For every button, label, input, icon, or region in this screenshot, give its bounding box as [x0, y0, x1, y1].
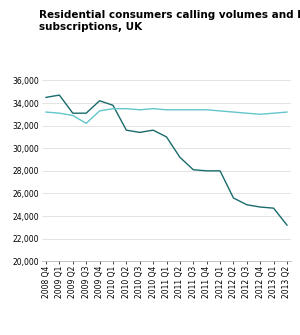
Call voluimes (millions of minutes) — [165, 135, 168, 139]
Call voluimes (millions of minutes) — [138, 130, 142, 134]
landlines (thousands) — [44, 110, 48, 114]
Call voluimes (millions of minutes) — [111, 103, 115, 107]
landlines (thousands) — [218, 109, 222, 113]
Call voluimes (millions of minutes) — [272, 206, 275, 210]
Line: Call voluimes (millions of minutes): Call voluimes (millions of minutes) — [46, 95, 287, 225]
landlines (thousands) — [191, 108, 195, 112]
landlines (thousands) — [124, 107, 128, 111]
landlines (thousands) — [205, 108, 208, 112]
Call voluimes (millions of minutes) — [232, 196, 235, 200]
Call voluimes (millions of minutes) — [84, 111, 88, 115]
Call voluimes (millions of minutes) — [124, 128, 128, 132]
Call voluimes (millions of minutes) — [98, 99, 101, 103]
Call voluimes (millions of minutes) — [151, 128, 155, 132]
landlines (thousands) — [258, 112, 262, 116]
Call voluimes (millions of minutes) — [258, 205, 262, 209]
Call voluimes (millions of minutes) — [245, 203, 249, 207]
landlines (thousands) — [58, 111, 61, 115]
landlines (thousands) — [138, 108, 142, 112]
landlines (thousands) — [178, 108, 182, 112]
Call voluimes (millions of minutes) — [218, 169, 222, 173]
landlines (thousands) — [84, 121, 88, 125]
landlines (thousands) — [232, 110, 235, 114]
landlines (thousands) — [165, 108, 168, 112]
landlines (thousands) — [98, 109, 101, 113]
landlines (thousands) — [111, 107, 115, 111]
landlines (thousands) — [285, 110, 289, 114]
Call voluimes (millions of minutes) — [191, 168, 195, 172]
Call voluimes (millions of minutes) — [58, 93, 61, 97]
Call voluimes (millions of minutes) — [285, 223, 289, 227]
Text: Residential consumers calling volumes and landline
subscriptions, UK: Residential consumers calling volumes an… — [39, 10, 300, 32]
landlines (thousands) — [151, 107, 155, 111]
Line: landlines (thousands): landlines (thousands) — [46, 109, 287, 123]
landlines (thousands) — [245, 111, 249, 115]
Call voluimes (millions of minutes) — [71, 111, 75, 115]
Call voluimes (millions of minutes) — [205, 169, 208, 173]
landlines (thousands) — [71, 114, 75, 118]
landlines (thousands) — [272, 111, 275, 115]
Call voluimes (millions of minutes) — [178, 155, 182, 159]
Call voluimes (millions of minutes) — [44, 95, 48, 99]
